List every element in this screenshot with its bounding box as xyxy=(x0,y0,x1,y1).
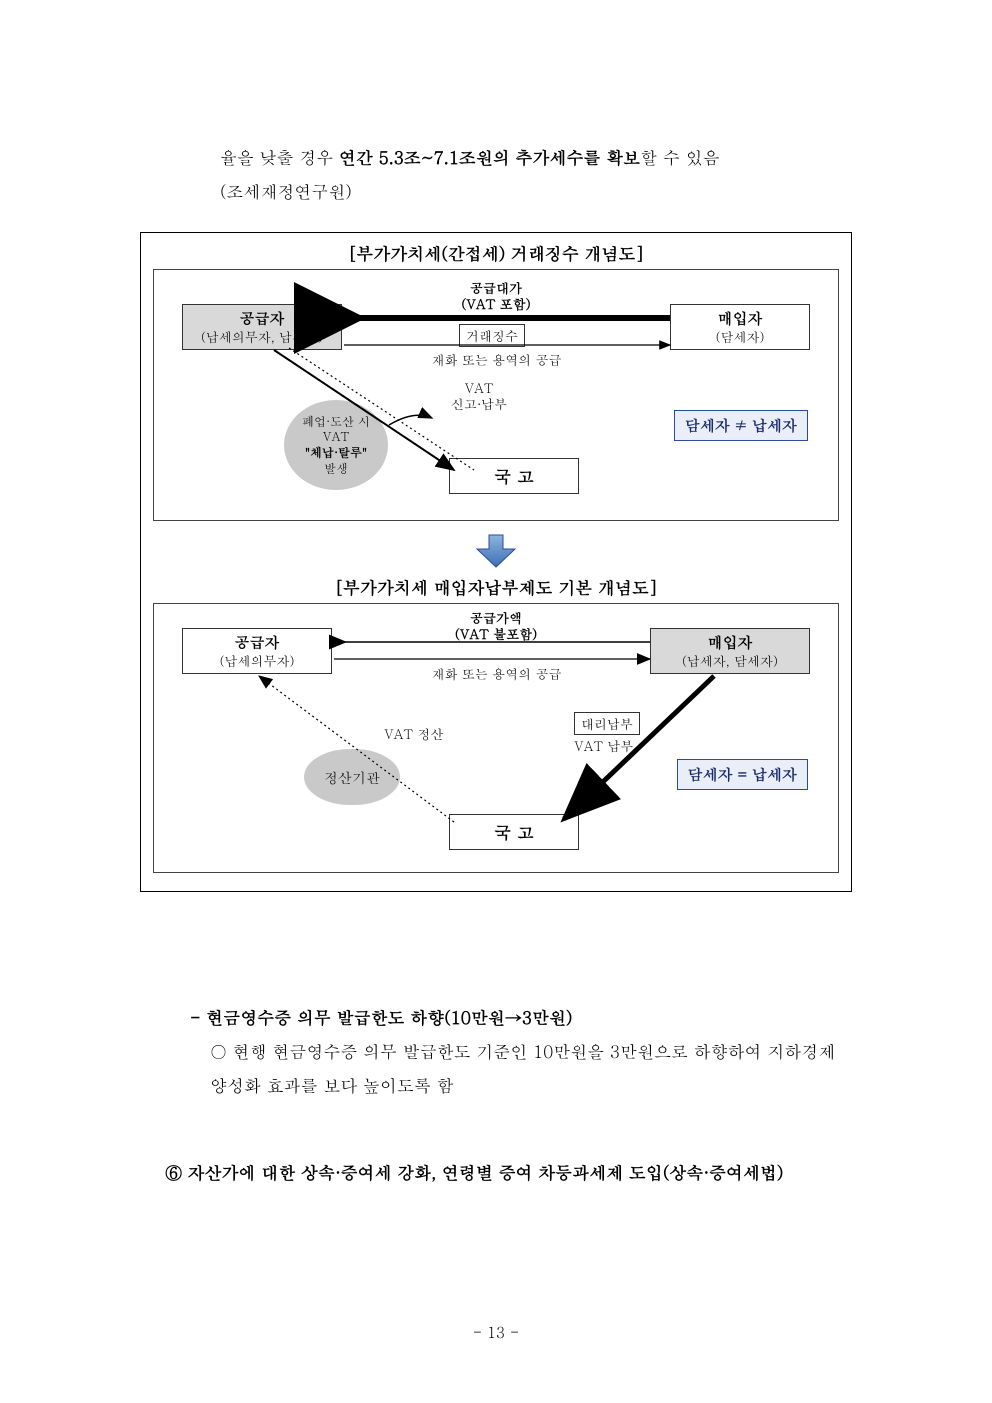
d2-settle-circle: 정산기관 xyxy=(304,749,400,805)
diagram1-box: 공급자 (납세의무자, 납세자) 매입자 (담세자) 공급대가 (VAT 포함)… xyxy=(153,269,839,521)
diagram2-title: [부가가치세 매입자납부제도 기본 개념도] xyxy=(141,575,851,599)
intro-source: (조세재정연구원) xyxy=(220,174,842,208)
d1-buyer-title: 매입자 xyxy=(677,309,803,329)
d2-vat-pay: VAT 납부 xyxy=(574,736,633,755)
down-arrow-icon xyxy=(471,531,521,576)
intro-line1-pre: 율을 낮출 경우 xyxy=(220,145,339,169)
d1-supplier-sub: (납세의무자, 납세자) xyxy=(189,329,335,346)
d2-badge: 담세자 = 납세자 xyxy=(677,759,808,790)
d1-circle-l3: "체납·탈루" xyxy=(305,445,367,461)
d2-treasury-node: 국 고 xyxy=(449,814,579,850)
d2-supplier-node: 공급자 (납세의무자) xyxy=(182,628,332,674)
d2-treasury-label: 국 고 xyxy=(494,820,534,844)
d2-buyer-sub: (납세자, 담세자) xyxy=(657,653,803,670)
d2-bottom-label: 재화 또는 용역의 공급 xyxy=(409,664,584,683)
d1-supplier-title: 공급자 xyxy=(189,309,335,329)
d1-circle: 폐업·도산 시 VAT "체납·탈루" 발생 xyxy=(284,400,388,490)
d2-buyer-title: 매입자 xyxy=(657,633,803,653)
d1-bottom-label: 재화 또는 용역의 공급 xyxy=(414,350,579,369)
d1-treasury-label: 국 고 xyxy=(494,464,534,488)
intro-line1-post: 할 수 있음 xyxy=(640,145,719,169)
d1-buyer-node: 매입자 (담세자) xyxy=(670,304,810,350)
d2-buyer-node: 매입자 (납세자, 담세자) xyxy=(650,628,810,674)
d1-supplier-node: 공급자 (납세의무자, 납세자) xyxy=(182,304,342,350)
d2-supplier-title: 공급자 xyxy=(189,633,325,653)
d1-circle-l4: 발생 xyxy=(324,461,348,477)
section2: - 현금영수증 의무 발급한도 하향(10만원→3만원) ○ 현행 현금영수증 … xyxy=(190,1000,842,1102)
d1-circle-l2: VAT xyxy=(323,429,350,445)
intro-text: 율을 낮출 경우 연간 5.3조~7.1조원의 추가세수를 확보할 수 있음 (… xyxy=(220,140,842,208)
d2-proxy-label: 대리납부 xyxy=(574,712,640,735)
intro-line1-bold: 연간 5.3조~7.1조원의 추가세수를 확보 xyxy=(339,145,640,169)
diagram2-box: 공급자 (납세의무자) 매입자 (납세자, 담세자) 공급가액 (VAT 불포함… xyxy=(153,603,839,873)
d2-top-label2: (VAT 불포함) xyxy=(429,624,563,643)
section2-heading: - 현금영수증 의무 발급한도 하향(10만원→3만원) xyxy=(190,1000,842,1034)
d1-badge: 담세자 ≠ 납세자 xyxy=(674,410,808,441)
d2-settle-label: 정산기관 xyxy=(324,768,380,786)
d1-circle-l1: 폐업·도산 시 xyxy=(302,414,370,430)
section3: ⑥ 자산가에 대한 상속·증여세 강화, 연령별 증여 차등과세제 도입(상속·… xyxy=(165,1155,842,1189)
d2-supplier-sub: (납세의무자) xyxy=(189,653,325,670)
d2-vat-settle: VAT 정산 xyxy=(384,724,443,743)
d1-top-label2: (VAT 포함) xyxy=(436,294,556,313)
d1-mid-label: 거래징수 xyxy=(459,324,525,347)
section2-body: ○ 현행 현금영수증 의무 발급한도 기준인 10만원을 3만원으로 하향하여 … xyxy=(190,1034,842,1102)
diagram1-title: [부가가치세(간접세) 거래징수 개념도] xyxy=(141,241,851,265)
page-number: - 13 - xyxy=(0,1322,992,1343)
diagram-container: [부가가치세(간접세) 거래징수 개념도] 공급자 (납세의무자, 납세자) 매… xyxy=(140,232,852,892)
d1-buyer-sub: (담세자) xyxy=(677,329,803,346)
d1-vat-label2: 신고·납부 xyxy=(434,394,524,413)
d1-treasury-node: 국 고 xyxy=(449,458,579,494)
